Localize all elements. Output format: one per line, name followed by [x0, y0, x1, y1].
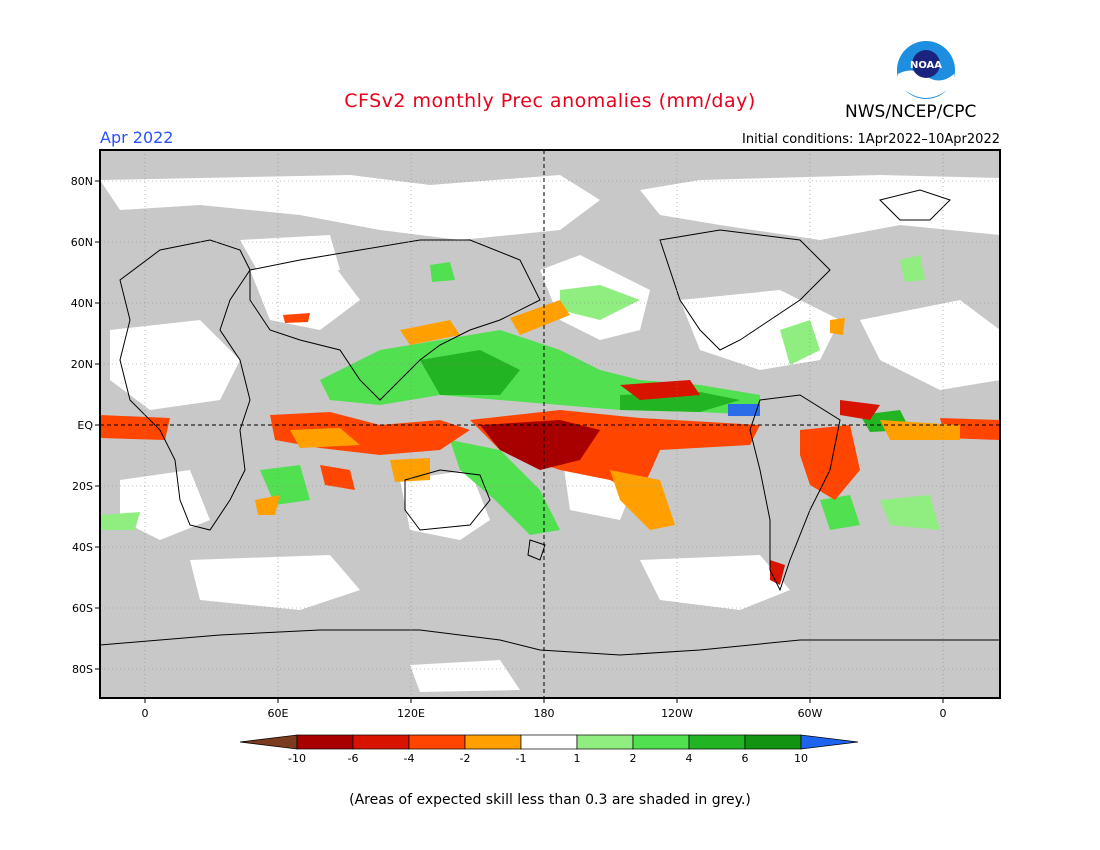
- colorbar-segment: [464, 734, 522, 750]
- lat-label: 60S: [72, 602, 93, 615]
- initial-conditions: Initial conditions: 1Apr2022–10Apr2022: [742, 132, 1000, 147]
- colorbar-tick-label: -1: [516, 752, 527, 765]
- svg-text:NOAA: NOAA: [910, 60, 942, 71]
- latitude-axis: 80N 60N 40N 20N EQ 20S 40S 60S 80S: [71, 175, 100, 676]
- colorbar-tick-label: -2: [460, 752, 471, 765]
- colorbar-segment: [408, 734, 466, 750]
- dry-anomaly-areas: [100, 300, 1000, 585]
- colorbar-segment: [520, 734, 578, 750]
- lon-label: 180: [534, 707, 555, 720]
- colorbar-tick-label: 4: [686, 752, 693, 765]
- lat-label: 20N: [71, 358, 93, 371]
- lon-label: 0: [940, 707, 947, 720]
- lat-label: 20S: [72, 480, 93, 493]
- map-frame: [99, 149, 1001, 699]
- skill-footnote: (Areas of expected skill less than 0.3 a…: [349, 792, 751, 808]
- lon-label: 0: [142, 707, 149, 720]
- colorbar-segment: [744, 734, 802, 750]
- colorbar-tick-label: 2: [630, 752, 637, 765]
- colorbar-tick-label: 10: [794, 752, 808, 765]
- lon-label: 120E: [397, 707, 425, 720]
- coastlines: [100, 189, 1000, 656]
- colorbar-legend: -10 -6 -4 -2 -1 1 2 4 6 10: [239, 734, 859, 765]
- colorbar-segment: [576, 734, 634, 750]
- colorbar-segment: [296, 734, 354, 750]
- chart-title: CFSv2 monthly Prec anomalies (mm/day): [344, 90, 756, 112]
- colorbar-segment: [688, 734, 746, 750]
- lat-label: 40S: [72, 541, 93, 554]
- agency-label: NWS/NCEP/CPC: [845, 102, 977, 122]
- colorbar-arrow-high: [800, 734, 859, 750]
- colorbar-segment: [632, 734, 690, 750]
- lon-label: 120W: [661, 707, 693, 720]
- longitude-axis: 0 60E 120E 180 120W 60W 0: [142, 698, 947, 720]
- lat-label: 40N: [71, 297, 93, 310]
- lat-label: EQ: [77, 419, 93, 432]
- gridlines: [100, 150, 1000, 698]
- lat-label: 60N: [71, 236, 93, 249]
- lon-label: 60E: [268, 707, 289, 720]
- neutral-anomaly-areas: [100, 175, 1000, 692]
- colorbar-tick-label: 1: [574, 752, 581, 765]
- noaa-logo: NOAA: [897, 41, 955, 99]
- colorbar-arrow-low: [239, 734, 298, 750]
- lat-label: 80S: [72, 663, 93, 676]
- colorbar-tick-label: -4: [404, 752, 415, 765]
- colorbar-tick-label: -10: [288, 752, 306, 765]
- colorbar-segment: [352, 734, 410, 750]
- colorbar-tick-label: -6: [348, 752, 359, 765]
- forecast-month: Apr 2022: [100, 128, 174, 147]
- lat-label: 80N: [71, 175, 93, 188]
- colorbar-tick-label: 6: [742, 752, 749, 765]
- lon-label: 60W: [798, 707, 823, 720]
